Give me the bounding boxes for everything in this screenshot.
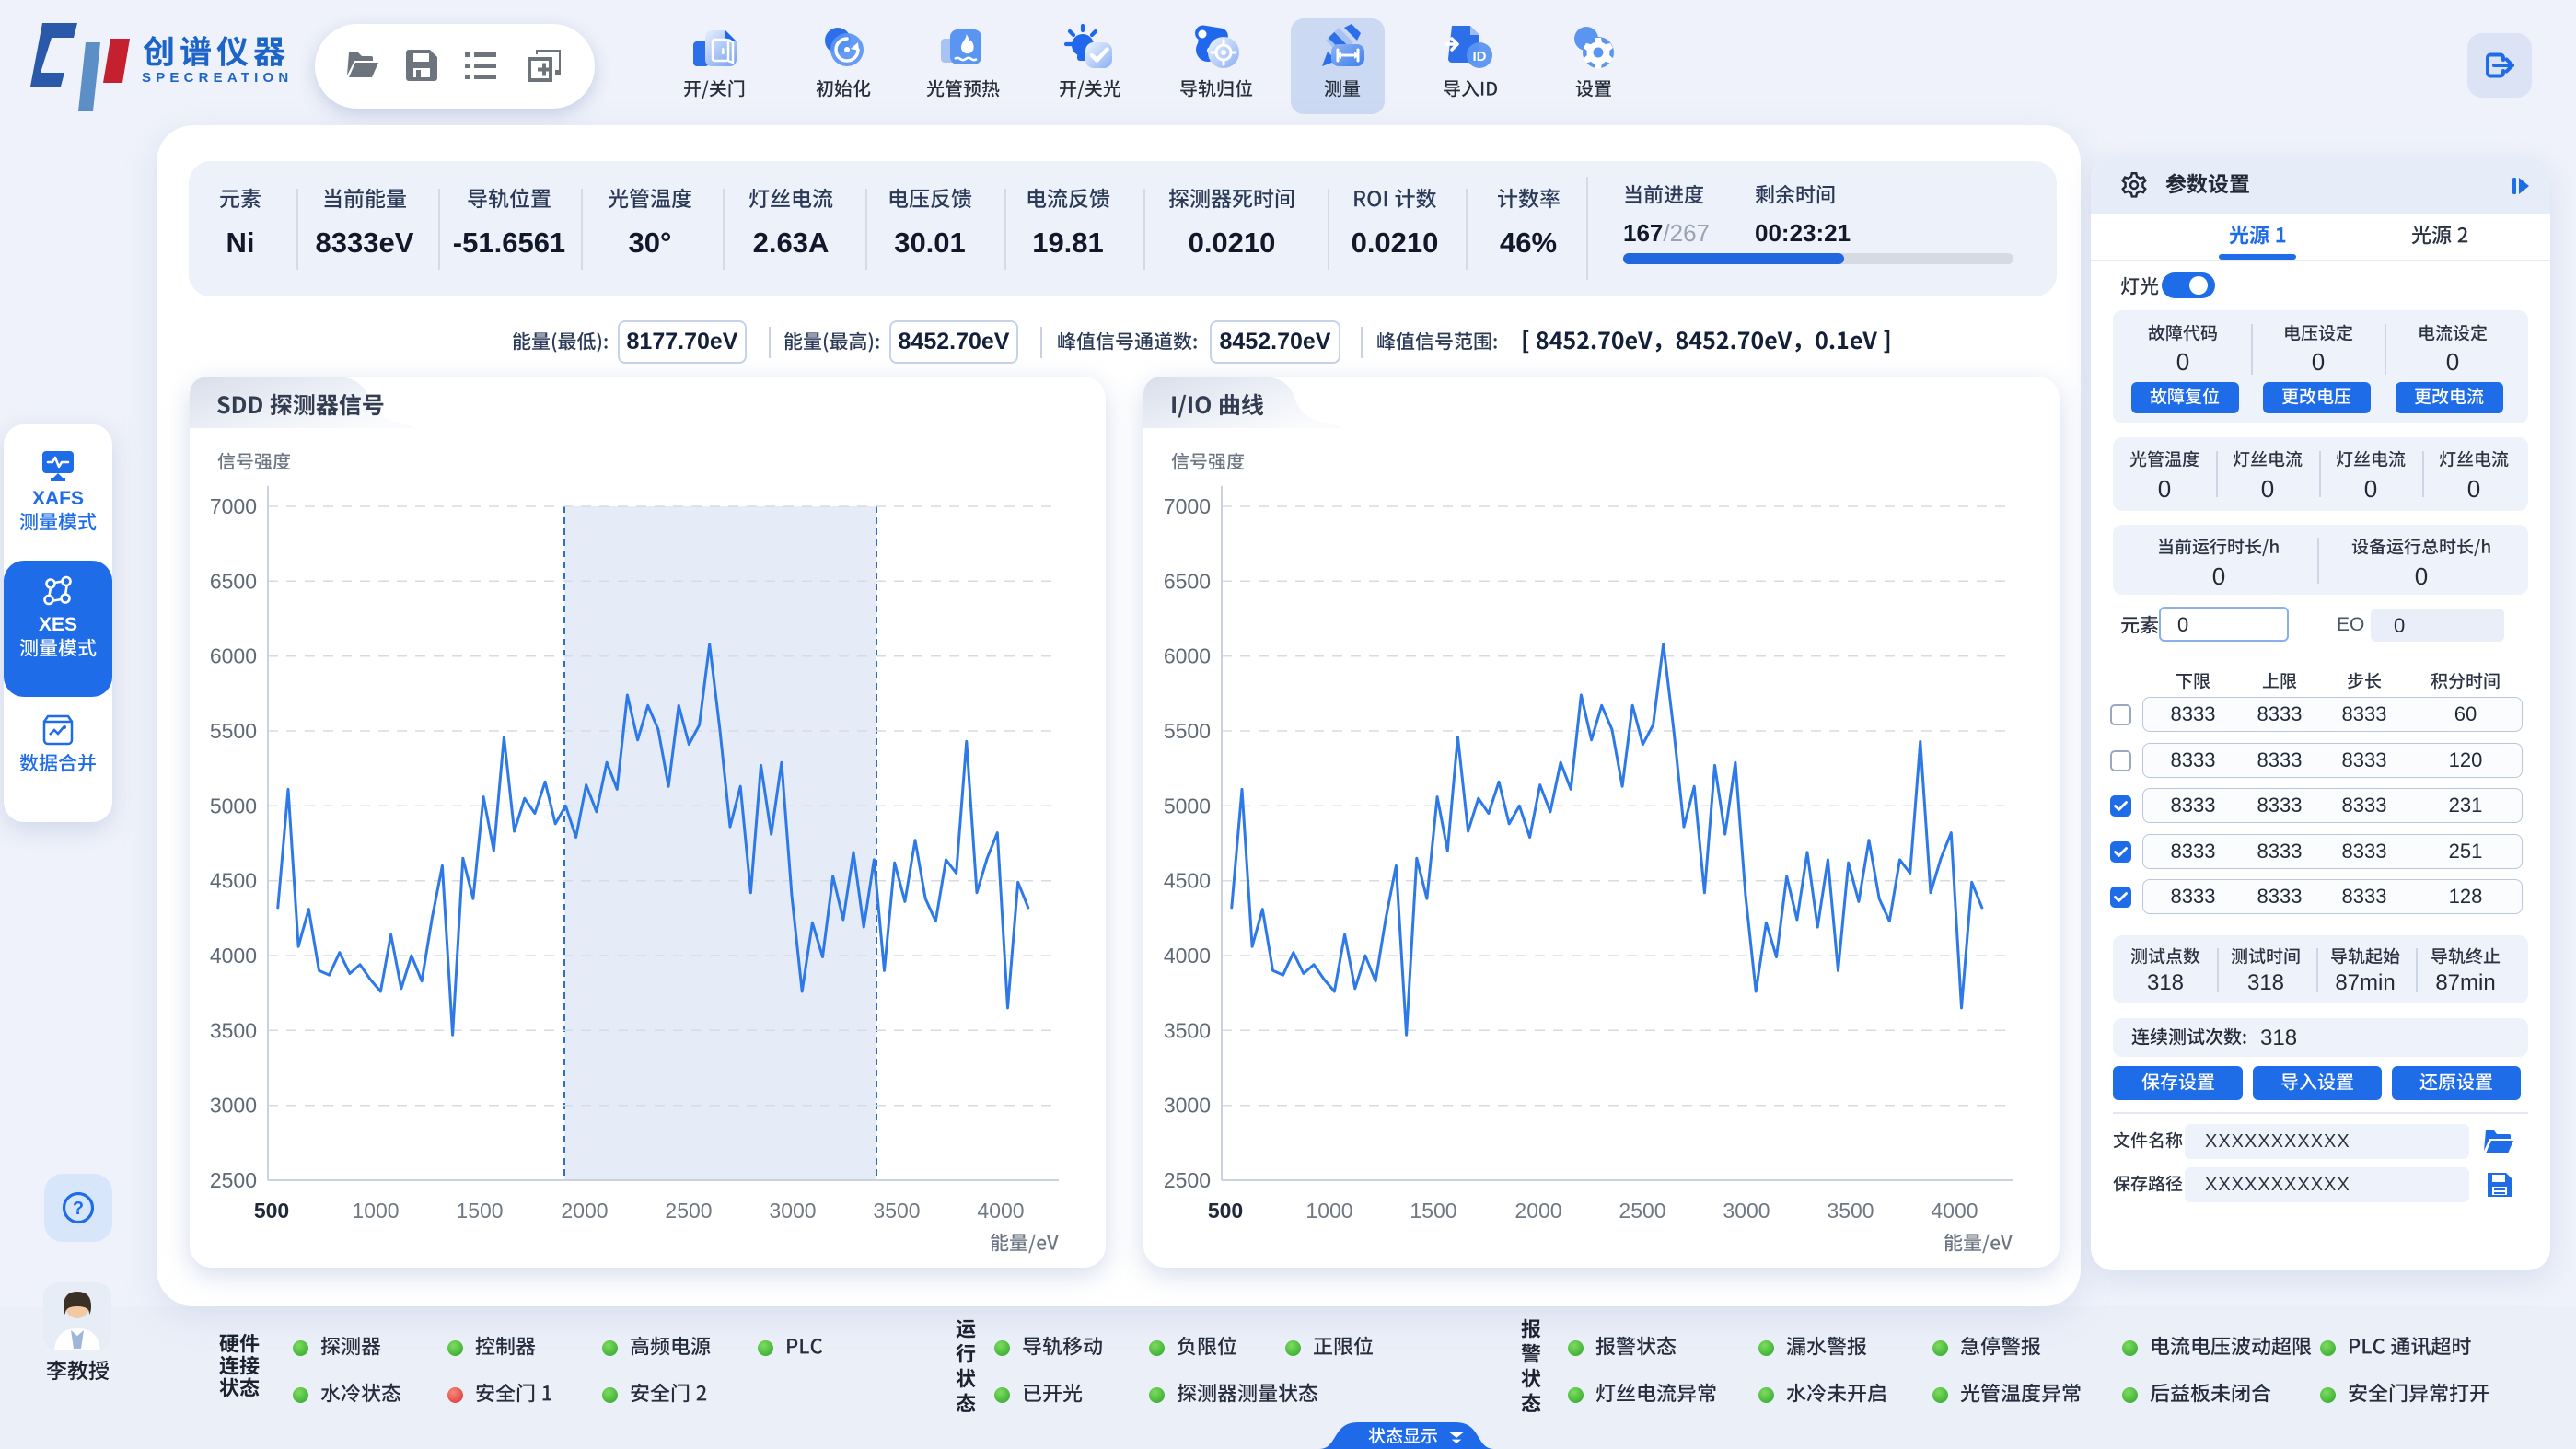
svg-text:6500: 6500 bbox=[210, 569, 257, 593]
svg-text:3500: 3500 bbox=[1164, 1018, 1211, 1042]
svg-text:7000: 7000 bbox=[210, 494, 257, 518]
svg-text:5500: 5500 bbox=[210, 719, 257, 743]
svg-text:3000: 3000 bbox=[1164, 1094, 1211, 1118]
svg-text:4000: 4000 bbox=[210, 944, 257, 968]
svg-text:6500: 6500 bbox=[1164, 569, 1211, 593]
svg-text:2500: 2500 bbox=[665, 1199, 712, 1223]
svg-text:2500: 2500 bbox=[1619, 1199, 1665, 1223]
svg-text:1000: 1000 bbox=[352, 1199, 399, 1223]
svg-text:500: 500 bbox=[1208, 1199, 1243, 1223]
svg-text:2000: 2000 bbox=[561, 1199, 608, 1223]
svg-text:ID: ID bbox=[1473, 49, 1487, 64]
svg-text:4500: 4500 bbox=[210, 869, 257, 893]
svg-text:3500: 3500 bbox=[210, 1018, 257, 1042]
svg-text:5000: 5000 bbox=[1164, 794, 1211, 817]
svg-text:6000: 6000 bbox=[1164, 644, 1211, 668]
svg-text:6000: 6000 bbox=[210, 644, 257, 668]
svg-text:4000: 4000 bbox=[977, 1199, 1024, 1223]
svg-text:5500: 5500 bbox=[1164, 719, 1211, 743]
svg-text:2500: 2500 bbox=[210, 1168, 257, 1192]
svg-text:3500: 3500 bbox=[1827, 1199, 1874, 1223]
svg-text:2500: 2500 bbox=[1164, 1168, 1211, 1192]
svg-text:4500: 4500 bbox=[1164, 869, 1211, 893]
svg-text:500: 500 bbox=[254, 1199, 289, 1223]
svg-text:4000: 4000 bbox=[1164, 944, 1211, 968]
svg-text:2000: 2000 bbox=[1514, 1199, 1561, 1223]
svg-text:3000: 3000 bbox=[210, 1094, 257, 1118]
svg-text:3000: 3000 bbox=[1723, 1199, 1770, 1223]
svg-text:1000: 1000 bbox=[1305, 1199, 1352, 1223]
svg-text:?: ? bbox=[73, 1199, 84, 1219]
svg-text:7000: 7000 bbox=[1164, 494, 1211, 518]
svg-text:1500: 1500 bbox=[1410, 1199, 1456, 1223]
svg-text:3000: 3000 bbox=[769, 1199, 816, 1223]
svg-text:5000: 5000 bbox=[210, 794, 257, 817]
svg-text:3500: 3500 bbox=[873, 1199, 920, 1223]
svg-text:4000: 4000 bbox=[1931, 1199, 1978, 1223]
svg-text:1500: 1500 bbox=[456, 1199, 503, 1223]
